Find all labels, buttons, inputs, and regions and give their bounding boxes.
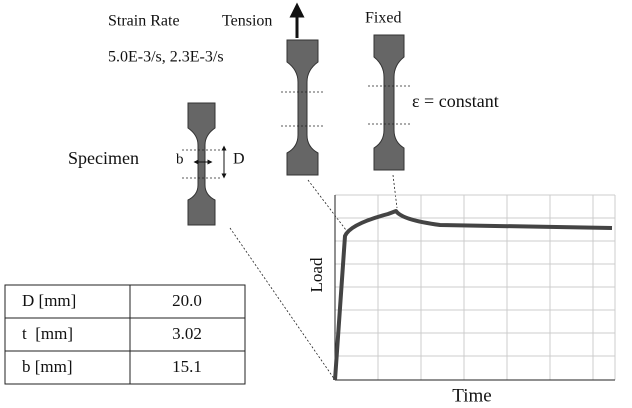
- row-label: t [mm]: [22, 324, 73, 343]
- load-curve: [333, 209, 613, 381]
- specimen-label: Specimen: [68, 148, 139, 168]
- specimen-tension: [286, 39, 319, 176]
- row-label: D [mm]: [22, 291, 76, 310]
- specimen-small: [187, 102, 216, 226]
- table: [4, 284, 246, 385]
- row-label: b [mm]: [22, 357, 73, 376]
- constant-label: ε = constant: [412, 91, 499, 111]
- row-value: 20.0: [172, 291, 202, 310]
- y-axis-label: Load: [307, 257, 326, 292]
- grid: [335, 194, 616, 380]
- leader-line: [392, 174, 398, 209]
- tension-label: Tension: [222, 13, 272, 30]
- row-value: 3.02: [172, 324, 202, 343]
- leader-line: [307, 179, 347, 231]
- x-axis-label: Time: [452, 385, 491, 406]
- row-value: 15.1: [172, 357, 202, 376]
- fixed-label: Fixed: [365, 10, 401, 27]
- table-text: D [mm] 20.0 t [mm] 3.02 b [mm] 15.1: [22, 291, 202, 376]
- specimen-fixed: [373, 34, 405, 171]
- b-label: b: [176, 151, 184, 167]
- leader-line: [229, 227, 336, 381]
- d-label: D: [233, 151, 245, 168]
- rates-label: 5.0E-3/s, 2.3E-3/s: [108, 49, 224, 66]
- strain-rate-label: Strain Rate: [108, 13, 180, 30]
